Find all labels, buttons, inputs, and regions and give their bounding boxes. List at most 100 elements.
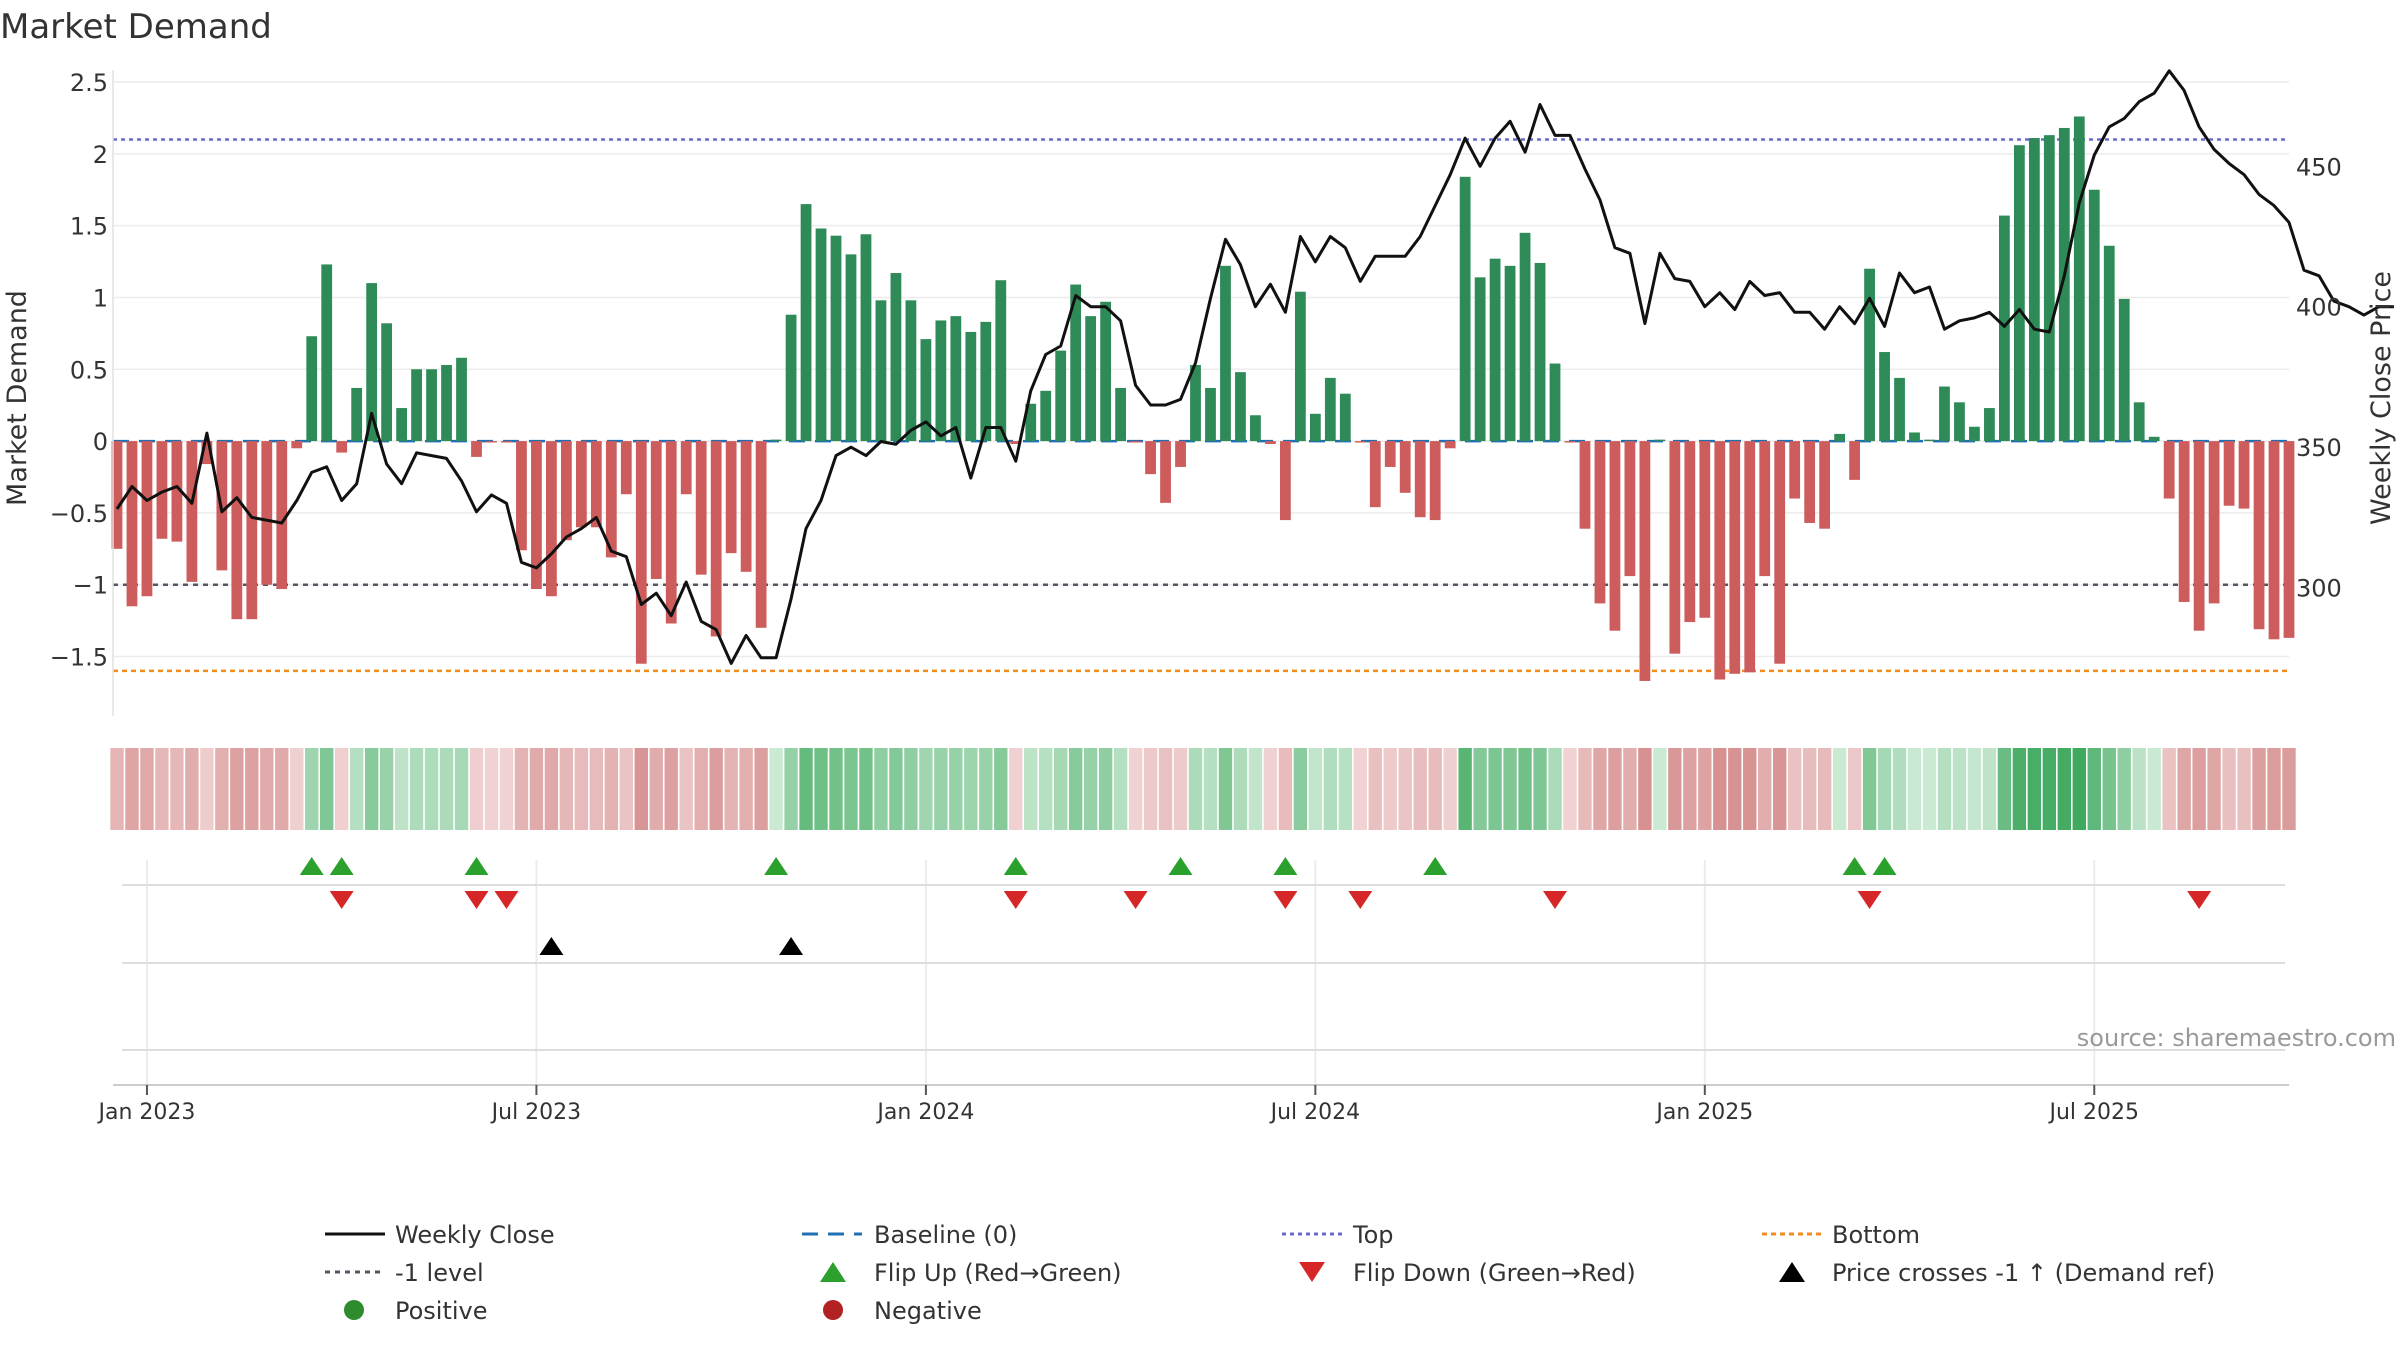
demand-bar (1864, 268, 1875, 442)
heat-strip-cell (1188, 748, 1203, 830)
y-tick-label: 2 (93, 141, 108, 169)
demand-bar (441, 364, 452, 442)
flip-down-marker (1543, 891, 1568, 909)
heat-strip-cell (1832, 748, 1847, 830)
heat-strip-cell (110, 748, 124, 830)
heat-strip-cell (1773, 748, 1787, 830)
heat-strip-cell (1218, 748, 1233, 830)
heat-strip-cell (544, 748, 559, 830)
demand-bar (560, 441, 572, 541)
demand-bar (2223, 441, 2235, 506)
demand-bar (815, 228, 827, 442)
heat-strip-cell (1578, 748, 1592, 830)
demand-bar (1849, 441, 1860, 480)
heat-strip-cell (1533, 748, 1547, 830)
demand-bar (1999, 215, 2010, 442)
heat-strip-cell (200, 748, 214, 830)
demand-bar (1549, 363, 1561, 442)
demand-bar (1669, 441, 1681, 654)
demand-bar (1130, 441, 1141, 443)
demand-bar (1564, 441, 1576, 443)
heat-strip-cell (979, 748, 993, 830)
y-tick-label: −0.5 (50, 500, 108, 528)
heat-strip-cell (1593, 748, 1607, 830)
demand-bar (725, 441, 737, 554)
legend-item-weekly-close: Weekly Close (325, 1221, 555, 1249)
heat-strip-cell (2237, 748, 2251, 830)
demand-bar (1819, 441, 1831, 529)
demand-bar (1684, 441, 1696, 623)
flip-up-marker (1842, 857, 1867, 875)
legend-item-baseline: Baseline (0) (802, 1221, 1017, 1249)
legend-item-negative: Negative (823, 1297, 982, 1325)
legend-label: Baseline (0) (874, 1221, 1017, 1249)
heat-strip-cell (1922, 748, 1937, 830)
heat-strip-cell (155, 748, 169, 830)
heat-strip-cell (275, 748, 289, 830)
heat-strip-cell (2267, 748, 2281, 830)
demand-bar (126, 441, 138, 607)
y-tick-label: 1.5 (70, 213, 108, 241)
heat-strip-cell (2252, 748, 2266, 830)
demand-bar (186, 441, 198, 582)
demand-bar (890, 273, 902, 442)
demand-bar (1774, 441, 1786, 664)
demand-bar (1729, 441, 1741, 674)
demand-bar (1279, 441, 1291, 521)
demand-bar (1519, 232, 1531, 442)
demand-bar (1399, 441, 1411, 493)
demand-bar (1235, 372, 1246, 442)
heat-strip-cell (1653, 748, 1667, 830)
heat-strip-cell (589, 748, 604, 830)
demand-bar (1744, 441, 1756, 673)
demand-bar (2178, 441, 2190, 602)
heat-strip-cell (679, 748, 693, 830)
heat-strip-cell (1083, 748, 1098, 830)
demand-bar (141, 441, 153, 597)
heat-strip-cell (1383, 748, 1397, 830)
heat-strip-cell (1113, 748, 1128, 830)
demand-bar (1984, 408, 1995, 442)
demand-bar (2163, 441, 2175, 499)
heat-strip-cell (964, 748, 978, 830)
heat-strip-cell (2042, 748, 2057, 830)
demand-bar (1954, 402, 1965, 442)
heat-strip-cell (1323, 748, 1338, 830)
demand-bar (635, 441, 647, 664)
heat-strip-cell (305, 748, 319, 830)
heat-strip-cell (1128, 748, 1143, 830)
demand-bar (306, 336, 318, 442)
flip-up-marker (764, 857, 789, 875)
heat-strip-cell (290, 748, 304, 830)
heat-strip-cell (1758, 748, 1772, 830)
heat-strip-cell (1458, 748, 1472, 830)
legend-label: -1 level (395, 1259, 484, 1287)
demand-bar (1789, 441, 1801, 499)
flip-up-marker (1273, 857, 1298, 875)
heat-strip-cell (469, 748, 484, 830)
demand-bar (231, 441, 243, 620)
demand-bar (1579, 441, 1591, 529)
flip-down-marker (1857, 891, 1882, 909)
heat-strip-cell (2222, 748, 2236, 830)
legend: Weekly Close Baseline (0) Top Bottom -1 … (325, 1221, 2215, 1325)
heat-strip-cell (724, 748, 738, 830)
heat-strip-cell (1413, 748, 1427, 830)
heat-strip-cell (1203, 748, 1218, 830)
heat-strip-cell (1143, 748, 1158, 830)
y-axis-label: Market Demand (2, 290, 33, 506)
demand-bar (396, 408, 407, 442)
heat-strip-cell (919, 748, 933, 830)
demand-bar (1085, 316, 1097, 442)
heat-strip-cell (1338, 748, 1352, 830)
demand-bar (1265, 441, 1276, 444)
legend-label: Flip Down (Green→Red) (1353, 1259, 1636, 1287)
demand-bar (1100, 301, 1112, 442)
demand-bar (860, 234, 872, 442)
y-right-tick-label: 300 (2296, 575, 2342, 603)
flip-up-marker (1872, 857, 1897, 875)
demand-bar (2058, 127, 2070, 442)
heat-strip-cell (1353, 748, 1367, 830)
demand-bar (321, 264, 333, 442)
demand-bar (1879, 352, 1890, 442)
